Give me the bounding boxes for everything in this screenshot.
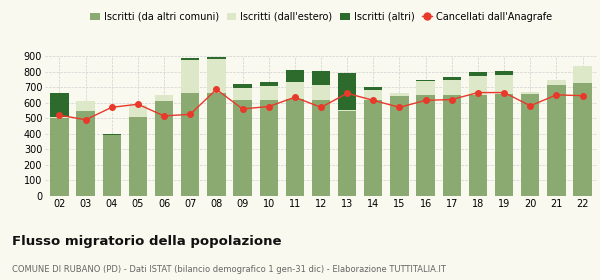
Bar [443, 95, 461, 196]
Bar [181, 60, 199, 93]
Bar [286, 70, 304, 82]
Bar [364, 87, 382, 90]
Bar [155, 95, 173, 101]
Bar [443, 80, 461, 95]
Bar [312, 85, 330, 100]
Bar [312, 100, 330, 196]
Bar [443, 76, 461, 80]
Bar [233, 84, 251, 88]
Bar [574, 66, 592, 83]
Bar [469, 76, 487, 95]
Bar [416, 81, 435, 95]
Bar [286, 99, 304, 196]
Bar [103, 135, 121, 196]
Bar [207, 93, 226, 196]
Bar [338, 110, 356, 111]
Bar [521, 92, 539, 94]
Bar [469, 72, 487, 76]
Bar [50, 117, 68, 118]
Bar [76, 101, 95, 111]
Bar [103, 134, 121, 135]
Bar [574, 83, 592, 196]
Bar [181, 93, 199, 196]
Bar [50, 118, 68, 196]
Bar [260, 82, 278, 86]
Bar [338, 111, 356, 196]
Bar [364, 90, 382, 100]
Bar [495, 94, 513, 196]
Bar [547, 80, 566, 85]
Bar [233, 88, 251, 100]
Bar [338, 73, 356, 110]
Bar [286, 82, 304, 99]
Bar [76, 111, 95, 196]
Bar [469, 95, 487, 196]
Bar [495, 75, 513, 94]
Bar [547, 85, 566, 196]
Legend: Iscritti (da altri comuni), Iscritti (dall'estero), Iscritti (altri), Cancellati: Iscritti (da altri comuni), Iscritti (da… [86, 8, 556, 25]
Bar [207, 57, 226, 59]
Bar [391, 93, 409, 96]
Bar [416, 95, 435, 196]
Bar [233, 100, 251, 196]
Bar [260, 100, 278, 196]
Bar [260, 86, 278, 100]
Text: COMUNE DI RUBANO (PD) - Dati ISTAT (bilancio demografico 1 gen-31 dic) - Elabora: COMUNE DI RUBANO (PD) - Dati ISTAT (bila… [12, 265, 446, 274]
Text: Flusso migratorio della popolazione: Flusso migratorio della popolazione [12, 235, 281, 248]
Bar [155, 101, 173, 196]
Bar [416, 80, 435, 81]
Bar [181, 58, 199, 60]
Bar [364, 100, 382, 196]
Bar [495, 71, 513, 75]
Bar [521, 94, 539, 196]
Bar [207, 59, 226, 93]
Bar [129, 117, 147, 196]
Bar [50, 93, 68, 117]
Bar [391, 96, 409, 196]
Bar [129, 105, 147, 117]
Bar [312, 71, 330, 85]
